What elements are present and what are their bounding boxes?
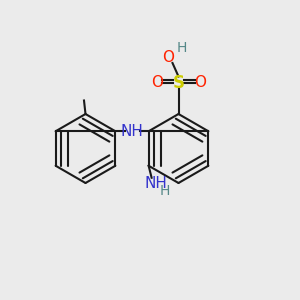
Text: O: O: [194, 75, 206, 90]
Text: O: O: [151, 75, 163, 90]
Text: S: S: [172, 74, 184, 92]
Text: H: H: [160, 184, 170, 198]
Text: NH: NH: [121, 124, 143, 139]
Text: NH: NH: [145, 176, 168, 191]
Text: O: O: [162, 50, 174, 64]
Text: H: H: [176, 41, 187, 55]
